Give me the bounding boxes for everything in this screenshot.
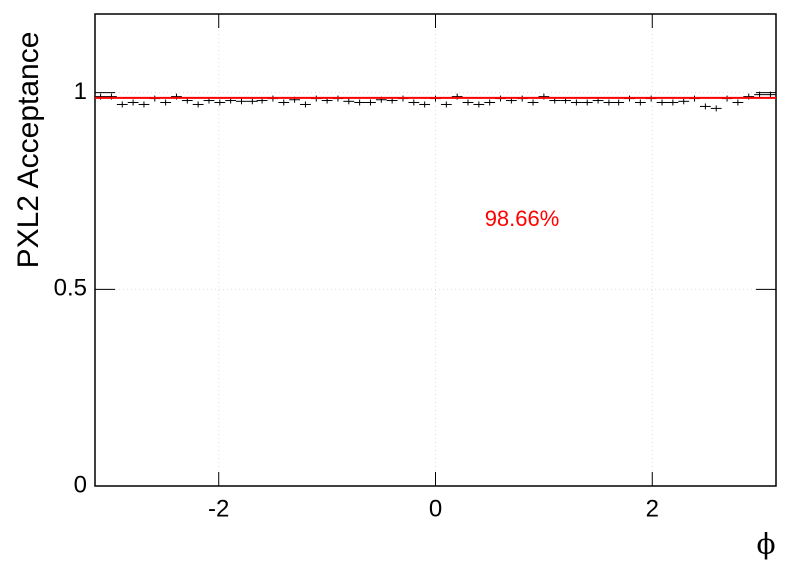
y-tick-label: 1	[74, 78, 87, 105]
x-tick-label: 2	[646, 495, 659, 522]
x-axis-label: ϕ	[756, 528, 775, 561]
x-tick-label: 0	[429, 495, 442, 522]
annotation: 98.66%	[485, 206, 560, 231]
plot-frame	[94, 13, 777, 487]
y-axis-label: PXL2 Acceptance	[12, 32, 45, 269]
y-tick-label: 0.5	[54, 275, 87, 302]
x-tick-label: -2	[208, 495, 229, 522]
y-tick-label: 0	[74, 471, 87, 498]
